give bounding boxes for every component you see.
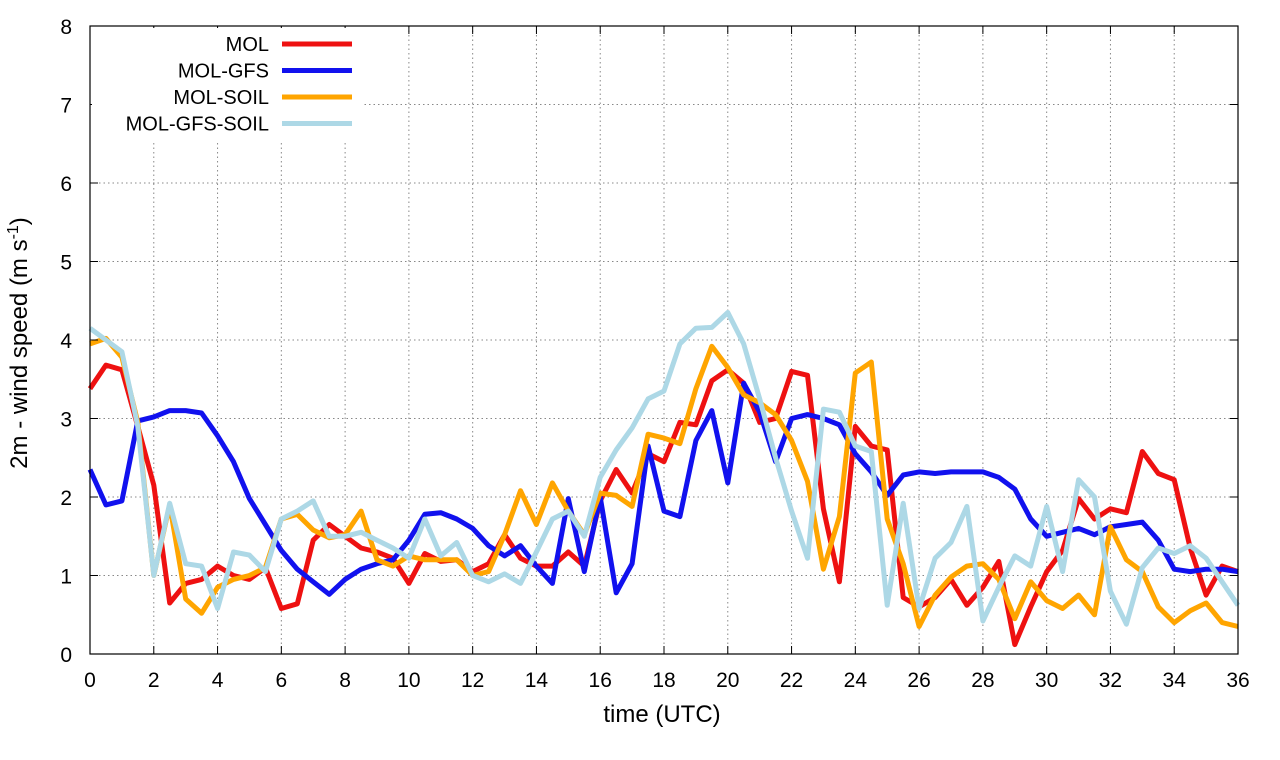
y-tick-label: 1: [60, 566, 72, 589]
y-tick-label: 7: [60, 95, 72, 118]
x-tick-label: 36: [1226, 669, 1249, 692]
legend-label: MOL-GFS-SOIL: [126, 114, 269, 136]
x-tick-label: 24: [844, 669, 868, 692]
x-tick-label: 6: [275, 669, 287, 692]
y-axis-title: 2m - wind speed (m s-1): [5, 217, 33, 469]
x-tick-label: 26: [907, 669, 930, 692]
y-axis-title-tail: ): [6, 217, 33, 225]
x-tick-label: 10: [397, 669, 420, 692]
x-tick-label: 32: [1099, 669, 1122, 692]
x-tick-label: 4: [212, 669, 224, 692]
series-line-mol-gfs: [87, 380, 1239, 597]
y-tick-label: 5: [60, 252, 72, 275]
x-tick-label: 20: [716, 669, 739, 692]
x-tick-label: 34: [1163, 669, 1187, 692]
y-tick-label: 8: [60, 16, 72, 39]
x-tick-label: 2: [148, 669, 160, 692]
y-tick-label: 3: [60, 409, 72, 432]
y-tick-label: 6: [60, 173, 72, 196]
x-axis-title: time (UTC): [603, 701, 720, 728]
x-tick-label: 14: [525, 669, 549, 692]
y-axis-title-main: 2m - wind speed (m s: [6, 239, 33, 468]
x-tick-label: 16: [589, 669, 612, 692]
series-line-mol-gfs-soil: [88, 310, 1241, 627]
x-tick-label: 8: [339, 669, 351, 692]
legend-label: MOL: [226, 34, 269, 56]
y-tick-label: 4: [60, 330, 72, 353]
x-tick-label: 12: [461, 669, 484, 692]
x-tick-label: 22: [780, 669, 803, 692]
y-tick-label: 0: [60, 644, 72, 667]
x-tick-label: 28: [971, 669, 994, 692]
x-tick-label: 30: [1035, 669, 1058, 692]
y-tick-label: 2: [60, 487, 72, 510]
legend-label: MOL-GFS: [178, 61, 269, 83]
series-lines: [87, 310, 1241, 648]
series-line-mol: [87, 362, 1239, 648]
legend: MOL MOL-GFS MOL-SOIL MOL-GFS-SOIL: [92, 28, 362, 140]
legend-label: MOL-SOIL: [173, 87, 269, 109]
x-tick-label: 18: [652, 669, 675, 692]
y-axis-title-superscript: -1: [5, 225, 22, 239]
x-tick-label: 0: [84, 669, 96, 692]
